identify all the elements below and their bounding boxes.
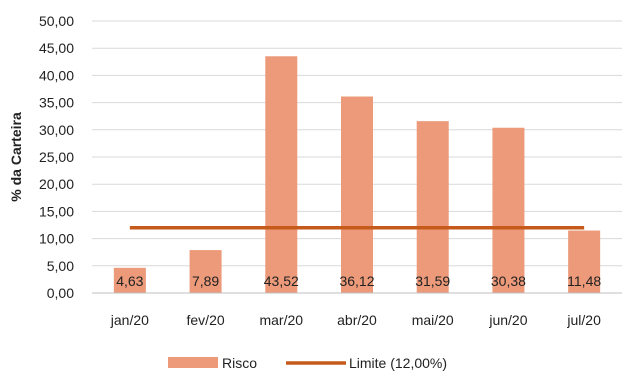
y-tick-label: 35,00	[39, 95, 74, 111]
bar-abr/20	[341, 96, 373, 293]
y-tick-label: 0,00	[47, 285, 74, 301]
bar-fev/20	[189, 250, 222, 293]
data-label: 30,38	[491, 273, 526, 289]
bar-jul/20	[568, 230, 601, 293]
data-labels: 4,63 7,89 43,52 36,12 31,59 30,38 11,48	[116, 273, 601, 289]
x-axis-ticks: jan/20 fev/20 mar/20 abr/20 mai/20 jun/20 jul/…	[110, 312, 601, 328]
y-axis-ticks: 0,00 5,00 10,00 15,00 20,00 25,00 30,00 35,00 40…	[39, 13, 74, 301]
y-tick-label: 5,00	[47, 258, 74, 274]
data-label: 11,48	[567, 273, 601, 289]
bar-jun/20	[492, 127, 525, 293]
data-label: 7,89	[192, 273, 219, 289]
x-tick-label: fev/20	[187, 312, 225, 328]
y-tick-label: 20,00	[39, 176, 74, 192]
x-tick-label: abr/20	[337, 312, 377, 328]
y-tick-label: 40,00	[39, 67, 74, 83]
bar-mai/20	[416, 121, 449, 294]
data-label: 36,12	[339, 273, 374, 289]
data-label: 31,59	[415, 273, 450, 289]
y-tick-label: 10,00	[39, 231, 74, 247]
y-tick-label: 15,00	[39, 203, 74, 219]
bar-mar/20	[265, 56, 298, 293]
y-axis-title: % da Carteira	[8, 112, 24, 202]
bar-series	[113, 56, 601, 294]
y-tick-label: 30,00	[39, 122, 74, 138]
data-label: 4,63	[116, 273, 143, 289]
legend-label-limite: Limite (12,00%)	[349, 355, 447, 371]
legend: Risco Limite (12,00%)	[168, 355, 447, 371]
y-tick-label: 45,00	[39, 40, 74, 56]
x-tick-label: jan/20	[110, 312, 149, 328]
y-tick-label: 50,00	[39, 13, 74, 29]
legend-label-risco: Risco	[222, 355, 257, 371]
bar-jan/20	[113, 267, 146, 293]
data-label: 43,52	[264, 273, 299, 289]
x-tick-label: jul/20	[566, 312, 601, 328]
y-tick-label: 25,00	[39, 149, 74, 165]
x-tick-label: jun/20	[488, 312, 527, 328]
x-tick-label: mai/20	[412, 312, 454, 328]
legend-swatch-risco	[168, 357, 218, 368]
x-tick-label: mar/20	[259, 312, 303, 328]
